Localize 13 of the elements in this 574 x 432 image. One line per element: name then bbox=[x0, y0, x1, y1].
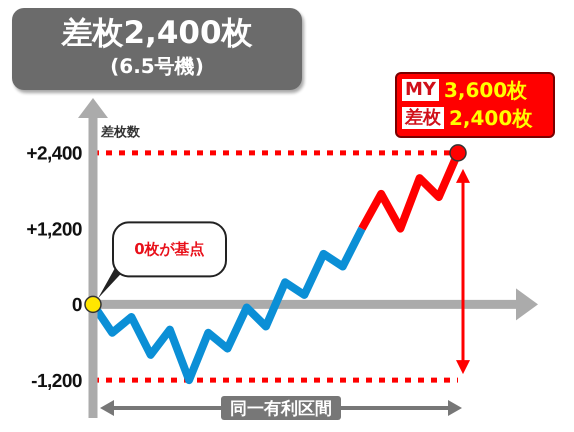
annotation: 同一有利区間 bbox=[230, 398, 332, 420]
text: MY bbox=[402, 79, 439, 101]
y-tick-label: +2,400 bbox=[26, 144, 82, 165]
y-tick-label: 0 bbox=[72, 295, 82, 316]
annotation: 差枚 bbox=[402, 107, 444, 129]
chart-title: 差枚2,400枚 bbox=[61, 15, 253, 51]
chart-subtitle: (6.5号機) bbox=[110, 54, 204, 78]
text: 3,600枚 bbox=[444, 78, 528, 102]
annotation: 0枚が基点 bbox=[134, 240, 205, 259]
y-tick-label: -1,200 bbox=[31, 370, 82, 392]
y-axis-title: 差枚数 bbox=[101, 125, 140, 141]
y-tick-label: +1,200 bbox=[26, 219, 82, 240]
annotation: 2,400枚 bbox=[449, 106, 532, 130]
